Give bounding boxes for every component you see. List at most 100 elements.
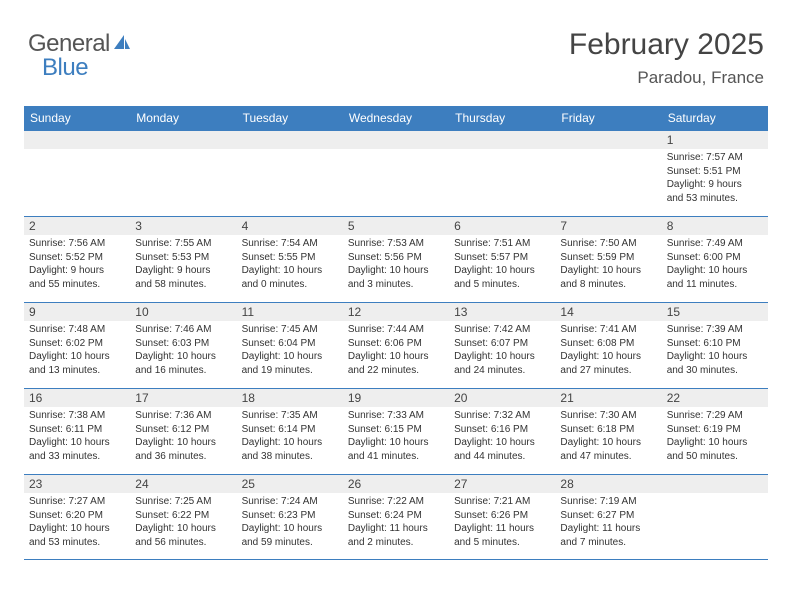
day-cell: 21Sunrise: 7:30 AMSunset: 6:18 PMDayligh…: [555, 389, 661, 474]
day-line: Sunrise: 7:42 AM: [454, 323, 550, 337]
day-line: Daylight: 10 hours: [348, 436, 444, 450]
day-cell: 12Sunrise: 7:44 AMSunset: 6:06 PMDayligh…: [343, 303, 449, 388]
week-row: 23Sunrise: 7:27 AMSunset: 6:20 PMDayligh…: [24, 474, 768, 560]
day-line: Sunset: 6:16 PM: [454, 423, 550, 437]
dayhead-wed: Wednesday: [343, 106, 449, 130]
week-row: 9Sunrise: 7:48 AMSunset: 6:02 PMDaylight…: [24, 302, 768, 388]
day-body: Sunrise: 7:41 AMSunset: 6:08 PMDaylight:…: [555, 321, 661, 381]
day-line: and 11 minutes.: [667, 278, 763, 292]
day-number: 15: [662, 303, 768, 321]
day-cell: [130, 131, 236, 216]
day-line: Sunset: 5:59 PM: [560, 251, 656, 265]
day-line: and 5 minutes.: [454, 536, 550, 550]
week-row: 16Sunrise: 7:38 AMSunset: 6:11 PMDayligh…: [24, 388, 768, 474]
day-number: 28: [555, 475, 661, 493]
day-number: 22: [662, 389, 768, 407]
day-body: Sunrise: 7:21 AMSunset: 6:26 PMDaylight:…: [449, 493, 555, 553]
day-line: Daylight: 10 hours: [135, 436, 231, 450]
day-line: and 7 minutes.: [560, 536, 656, 550]
day-line: Daylight: 10 hours: [667, 264, 763, 278]
day-body: Sunrise: 7:46 AMSunset: 6:03 PMDaylight:…: [130, 321, 236, 381]
day-number: 20: [449, 389, 555, 407]
day-body: Sunrise: 7:45 AMSunset: 6:04 PMDaylight:…: [237, 321, 343, 381]
day-line: Sunset: 6:07 PM: [454, 337, 550, 351]
day-line: Sunrise: 7:53 AM: [348, 237, 444, 251]
day-line: and 38 minutes.: [242, 450, 338, 464]
day-line: Sunrise: 7:57 AM: [667, 151, 763, 165]
day-cell: 1Sunrise: 7:57 AMSunset: 5:51 PMDaylight…: [662, 131, 768, 216]
day-line: and 24 minutes.: [454, 364, 550, 378]
day-line: Sunrise: 7:45 AM: [242, 323, 338, 337]
day-line: and 58 minutes.: [135, 278, 231, 292]
day-number: 10: [130, 303, 236, 321]
day-cell: 23Sunrise: 7:27 AMSunset: 6:20 PMDayligh…: [24, 475, 130, 559]
day-line: Sunrise: 7:50 AM: [560, 237, 656, 251]
day-cell: 17Sunrise: 7:36 AMSunset: 6:12 PMDayligh…: [130, 389, 236, 474]
day-number: [237, 131, 343, 149]
day-cell: 5Sunrise: 7:53 AMSunset: 5:56 PMDaylight…: [343, 217, 449, 302]
day-line: Daylight: 10 hours: [242, 522, 338, 536]
day-line: and 16 minutes.: [135, 364, 231, 378]
day-body: Sunrise: 7:22 AMSunset: 6:24 PMDaylight:…: [343, 493, 449, 553]
day-cell: 10Sunrise: 7:46 AMSunset: 6:03 PMDayligh…: [130, 303, 236, 388]
day-line: Sunrise: 7:56 AM: [29, 237, 125, 251]
day-body: Sunrise: 7:56 AMSunset: 5:52 PMDaylight:…: [24, 235, 130, 295]
day-line: Daylight: 10 hours: [667, 350, 763, 364]
day-body: Sunrise: 7:32 AMSunset: 6:16 PMDaylight:…: [449, 407, 555, 467]
day-cell: 26Sunrise: 7:22 AMSunset: 6:24 PMDayligh…: [343, 475, 449, 559]
day-line: Sunrise: 7:36 AM: [135, 409, 231, 423]
day-body: Sunrise: 7:54 AMSunset: 5:55 PMDaylight:…: [237, 235, 343, 295]
day-number: 7: [555, 217, 661, 235]
day-number: [662, 475, 768, 493]
day-line: Sunrise: 7:27 AM: [29, 495, 125, 509]
day-body: [555, 149, 661, 155]
day-number: [555, 131, 661, 149]
location: Paradou, France: [569, 68, 764, 88]
day-line: Sunset: 6:12 PM: [135, 423, 231, 437]
day-cell: 16Sunrise: 7:38 AMSunset: 6:11 PMDayligh…: [24, 389, 130, 474]
day-line: Daylight: 10 hours: [242, 436, 338, 450]
day-body: Sunrise: 7:50 AMSunset: 5:59 PMDaylight:…: [555, 235, 661, 295]
day-body: [343, 149, 449, 155]
day-line: and 30 minutes.: [667, 364, 763, 378]
day-number: 8: [662, 217, 768, 235]
day-number: 1: [662, 131, 768, 149]
day-number: 24: [130, 475, 236, 493]
day-line: Daylight: 9 hours: [135, 264, 231, 278]
day-number: 3: [130, 217, 236, 235]
day-line: and 0 minutes.: [242, 278, 338, 292]
day-line: and 50 minutes.: [667, 450, 763, 464]
day-line: Daylight: 11 hours: [454, 522, 550, 536]
day-cell: 8Sunrise: 7:49 AMSunset: 6:00 PMDaylight…: [662, 217, 768, 302]
day-line: Sunset: 5:52 PM: [29, 251, 125, 265]
calendar: Sunday Monday Tuesday Wednesday Thursday…: [24, 106, 768, 560]
day-number: [24, 131, 130, 149]
day-number: 5: [343, 217, 449, 235]
week-row: 2Sunrise: 7:56 AMSunset: 5:52 PMDaylight…: [24, 216, 768, 302]
day-body: Sunrise: 7:55 AMSunset: 5:53 PMDaylight:…: [130, 235, 236, 295]
day-number: 13: [449, 303, 555, 321]
day-line: and 5 minutes.: [454, 278, 550, 292]
day-line: Sunset: 5:53 PM: [135, 251, 231, 265]
day-cell: 13Sunrise: 7:42 AMSunset: 6:07 PMDayligh…: [449, 303, 555, 388]
day-line: Sunrise: 7:25 AM: [135, 495, 231, 509]
day-body: Sunrise: 7:49 AMSunset: 6:00 PMDaylight:…: [662, 235, 768, 295]
day-line: and 13 minutes.: [29, 364, 125, 378]
day-line: Sunset: 6:20 PM: [29, 509, 125, 523]
day-line: Sunrise: 7:29 AM: [667, 409, 763, 423]
day-line: and 53 minutes.: [667, 192, 763, 206]
day-line: Sunset: 6:15 PM: [348, 423, 444, 437]
day-cell: 25Sunrise: 7:24 AMSunset: 6:23 PMDayligh…: [237, 475, 343, 559]
day-line: and 41 minutes.: [348, 450, 444, 464]
day-cell: [449, 131, 555, 216]
day-line: Sunset: 6:02 PM: [29, 337, 125, 351]
day-line: Sunset: 6:04 PM: [242, 337, 338, 351]
day-line: and 47 minutes.: [560, 450, 656, 464]
month-title: February 2025: [569, 28, 764, 62]
day-number: 14: [555, 303, 661, 321]
day-cell: 14Sunrise: 7:41 AMSunset: 6:08 PMDayligh…: [555, 303, 661, 388]
day-line: Sunset: 6:18 PM: [560, 423, 656, 437]
day-body: Sunrise: 7:29 AMSunset: 6:19 PMDaylight:…: [662, 407, 768, 467]
dayhead-sat: Saturday: [662, 106, 768, 130]
day-cell: 27Sunrise: 7:21 AMSunset: 6:26 PMDayligh…: [449, 475, 555, 559]
